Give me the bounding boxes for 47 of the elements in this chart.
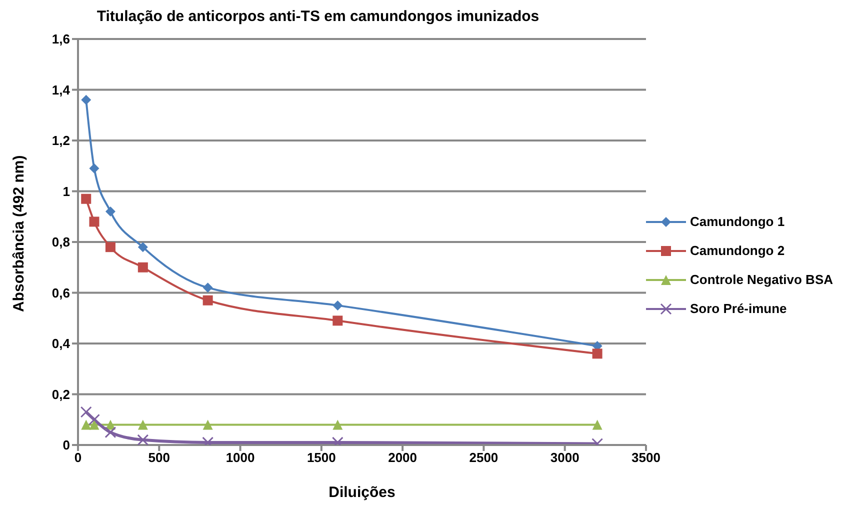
chart-title: Titulação de anticorpos anti-TS em camundongos imunizados xyxy=(96,8,540,25)
point xyxy=(202,295,213,306)
point xyxy=(202,420,213,430)
point xyxy=(89,216,100,227)
point xyxy=(81,194,92,204)
y-tick-label: 0,2 xyxy=(52,386,70,402)
y-axis-title: Absorbância (492 nm) xyxy=(10,155,28,312)
point xyxy=(105,242,116,252)
point xyxy=(202,282,213,293)
legend-label: Camundongo 2 xyxy=(690,243,785,258)
point xyxy=(332,300,343,310)
x-tick-label: 1500 xyxy=(306,450,336,466)
point xyxy=(81,420,92,430)
x-tick-label: 2000 xyxy=(388,450,418,466)
x-tick-label: 1000 xyxy=(226,450,255,466)
point xyxy=(104,426,116,438)
point xyxy=(138,242,148,252)
point xyxy=(332,316,343,326)
x-tick-label: 3000 xyxy=(550,450,580,466)
point xyxy=(138,420,148,430)
legend-label: Soro Pré-imune xyxy=(690,301,787,316)
x-tick-label: 2500 xyxy=(469,450,498,466)
y-tick-label: 1,2 xyxy=(52,133,70,148)
y-tick-label: 0,6 xyxy=(52,285,70,300)
point xyxy=(81,94,92,105)
point xyxy=(89,420,100,430)
point xyxy=(138,262,148,272)
y-tick-label: 0,8 xyxy=(52,234,70,250)
point xyxy=(89,163,100,174)
y-tick-label: 1,4 xyxy=(52,82,71,98)
y-tick-label: 1 xyxy=(62,184,70,199)
point xyxy=(88,414,100,426)
x-axis-title: Diluições xyxy=(328,484,396,501)
legend-label: Controle Negativo BSA xyxy=(690,272,833,287)
point xyxy=(592,420,602,430)
x-tick-label: 0 xyxy=(74,450,82,466)
point xyxy=(80,406,92,418)
point xyxy=(137,434,149,445)
point xyxy=(592,348,602,359)
x-tick-label: 3500 xyxy=(632,450,660,466)
legend-label: Camundongo 1 xyxy=(690,214,785,229)
y-tick-label: 0 xyxy=(62,438,70,453)
x-tick-label: 500 xyxy=(148,450,170,466)
point xyxy=(332,420,343,430)
y-tick-label: 1,6 xyxy=(52,32,70,47)
y-tick-label: 0,4 xyxy=(52,336,71,352)
point xyxy=(105,206,116,217)
